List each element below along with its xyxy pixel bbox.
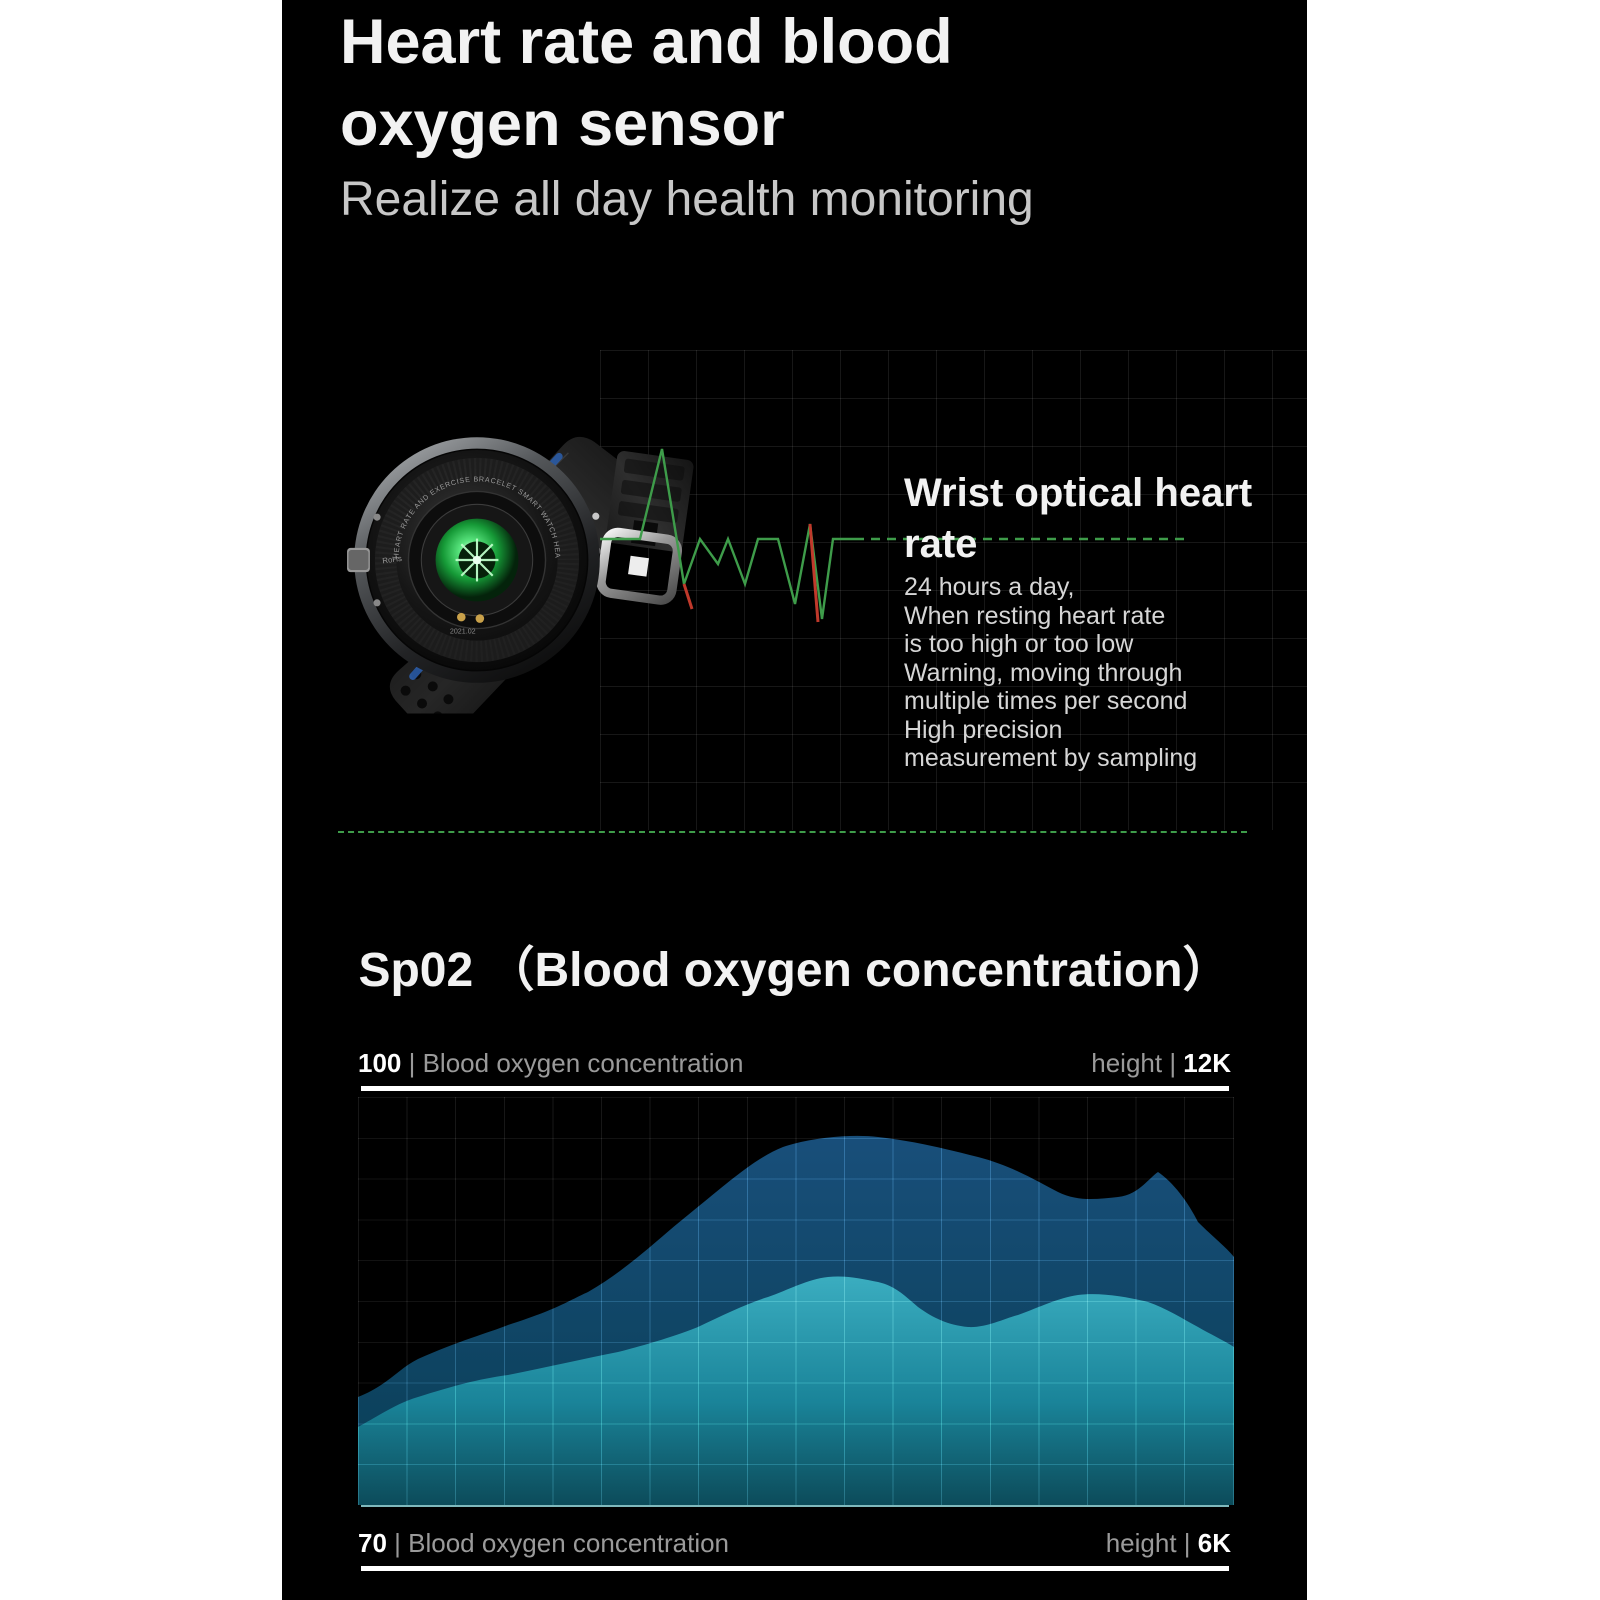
svg-text:2021.02: 2021.02 (450, 628, 476, 636)
